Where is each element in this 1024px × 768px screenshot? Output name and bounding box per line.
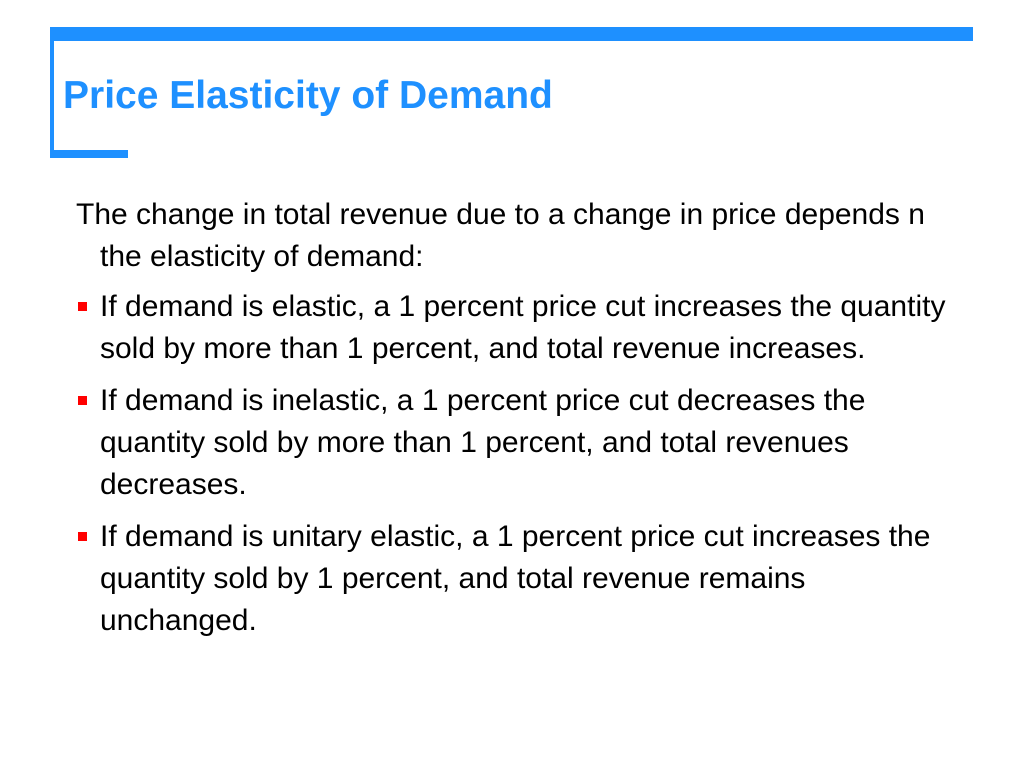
bullet-text: If demand is inelastic, a 1 percent pric… <box>100 384 866 501</box>
bullet-text: If demand is unitary elastic, a 1 percen… <box>100 520 931 637</box>
square-bullet-icon <box>78 302 87 311</box>
title-frame-bottom-bar <box>50 150 128 158</box>
bullet-list: If demand is elastic, a 1 percent price … <box>76 286 956 642</box>
bullet-item-unitary: If demand is unitary elastic, a 1 percen… <box>76 516 956 642</box>
square-bullet-icon <box>78 396 87 405</box>
title-frame-left-bar <box>50 27 54 157</box>
bullet-item-inelastic: If demand is inelastic, a 1 percent pric… <box>76 380 956 506</box>
title-frame-top-bar <box>50 27 973 41</box>
square-bullet-icon <box>78 532 87 541</box>
slide-body: The change in total revenue due to a cha… <box>76 194 956 652</box>
bullet-item-elastic: If demand is elastic, a 1 percent price … <box>76 286 956 370</box>
bullet-text: If demand is elastic, a 1 percent price … <box>100 290 946 365</box>
slide-title: Price Elasticity of Demand <box>63 74 553 117</box>
intro-text: The change in total revenue due to a cha… <box>76 198 925 273</box>
